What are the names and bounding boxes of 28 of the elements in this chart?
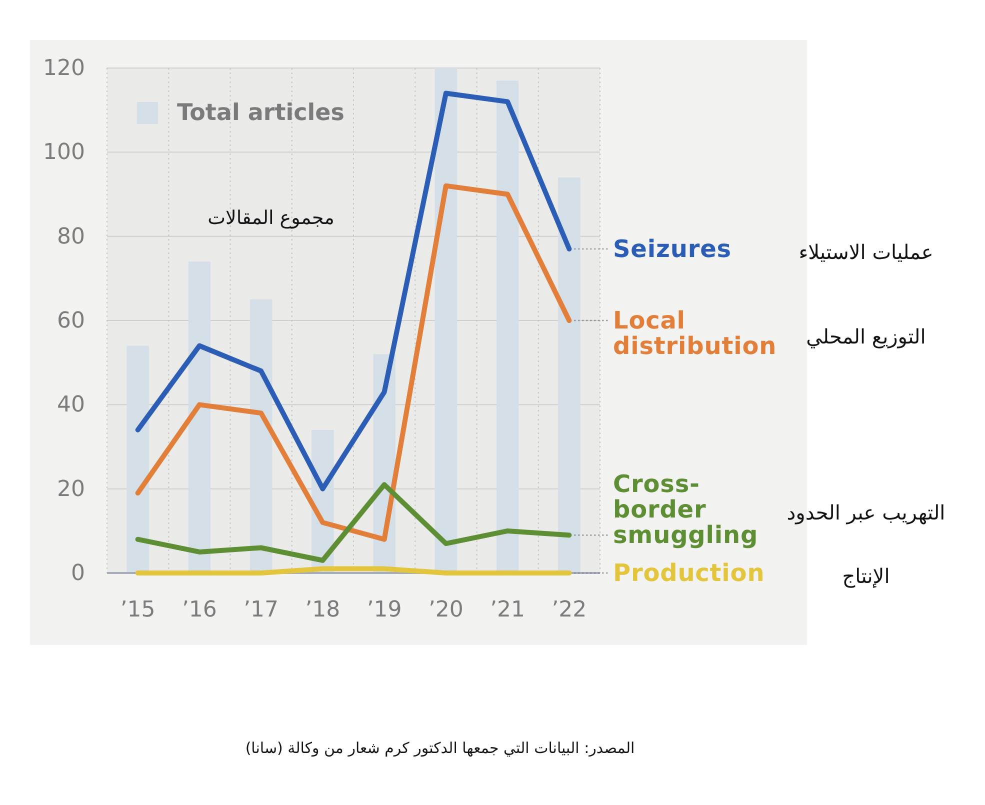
y-tick-label: 20	[57, 476, 85, 502]
text: التوزيع المحلي	[806, 324, 926, 348]
series-label: Local distribution	[613, 306, 777, 360]
text: الإنتاج	[842, 564, 890, 588]
x-tick-label: ’17	[244, 598, 279, 623]
series-label: Seizures	[613, 234, 732, 263]
y-tick-label: 40	[57, 392, 85, 418]
text: التهريب عبر الحدود	[786, 500, 946, 525]
y-tick-label: 60	[57, 308, 85, 334]
y-tick-label: 120	[43, 56, 85, 82]
y-tick-label: 0	[71, 561, 85, 586]
x-tick-label: ’22	[552, 598, 587, 623]
series-label: Production	[613, 559, 765, 587]
text: المصدر: البيانات التي جمعها الدكتور كرم شعار من وكالة (سانا)	[245, 739, 635, 757]
legend-label: Total articles	[177, 100, 344, 126]
y-tick-label: 100	[43, 140, 85, 166]
y-tick-label: 80	[57, 224, 85, 250]
bar	[126, 346, 149, 573]
annotation: مجموع المقالات	[208, 207, 334, 229]
bar	[558, 177, 580, 573]
x-tick-label: ’15	[120, 598, 156, 623]
text: عمليات الاستيلاء	[798, 240, 934, 264]
x-tick-label: ’21	[490, 598, 526, 623]
x-tick-label: ’16	[182, 598, 217, 623]
x-tick-label: ’19	[366, 598, 402, 623]
x-tick-label: ’20	[428, 598, 464, 623]
series-label: Cross-border smuggling	[613, 470, 758, 550]
x-tick-label: ’18	[305, 598, 340, 623]
